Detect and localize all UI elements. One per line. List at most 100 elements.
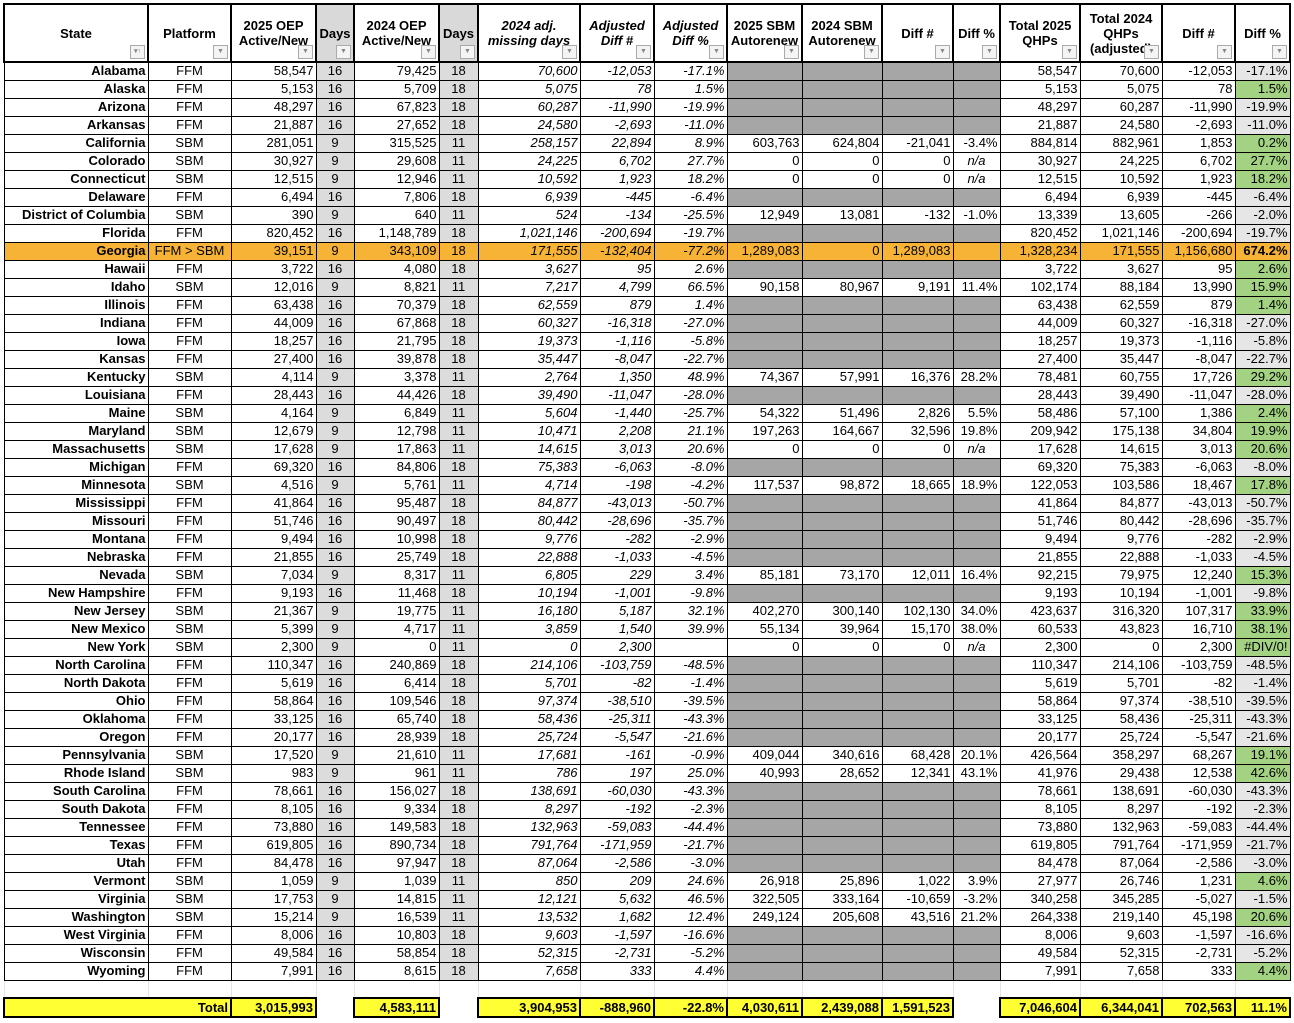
cell-total-diff-pct[interactable]: -43.3% — [1234, 709, 1291, 729]
cell-total-qhp-2025[interactable]: 5,153 — [999, 79, 1081, 99]
cell-total-qhp-2024[interactable]: 70,600 — [1079, 61, 1163, 81]
cell-state[interactable]: Texas — [3, 835, 149, 855]
cell-total-qhp-2025[interactable]: 60,533 — [999, 619, 1081, 639]
cell-total-diff-pct[interactable]: -4.5% — [1234, 547, 1291, 567]
cell-total-qhp-2025[interactable]: 209,942 — [999, 421, 1081, 441]
cell-oep-2025[interactable]: 18,257 — [230, 331, 317, 351]
cell-total-diff-num[interactable]: -266 — [1161, 205, 1236, 225]
cell-sbm-autorenew-2025[interactable] — [726, 115, 803, 135]
cell-oep-2024[interactable]: 29,608 — [353, 151, 440, 171]
cell-total-diff-num[interactable]: 6,702 — [1161, 151, 1236, 171]
total-oep-2024[interactable]: 4,583,111 — [353, 997, 440, 1018]
cell-oep-2025[interactable]: 20,177 — [230, 727, 317, 747]
cell-total-diff-num[interactable]: 107,317 — [1161, 601, 1236, 621]
cell-sbm-autorenew-2025[interactable] — [726, 583, 803, 603]
cell-oep-2024[interactable]: 10,998 — [353, 529, 440, 549]
cell-total-qhp-2025[interactable]: 51,746 — [999, 511, 1081, 531]
cell-sbm-diff-num[interactable]: -10,659 — [881, 889, 954, 909]
cell-state[interactable]: Connecticut — [3, 169, 149, 189]
cell-adj-missing-days[interactable]: 10,471 — [477, 421, 581, 441]
cell-sbm-diff-num[interactable] — [881, 187, 954, 207]
cell-state[interactable]: Michigan — [3, 457, 149, 477]
cell-days-2025[interactable]: 9 — [315, 907, 355, 927]
cell-adj-missing-days[interactable]: 9,603 — [477, 925, 581, 945]
cell-state[interactable]: Kentucky — [3, 367, 149, 387]
cell-sbm-autorenew-2024[interactable]: 0 — [801, 151, 883, 171]
cell-adj-diff-num[interactable]: -60,030 — [579, 781, 655, 801]
cell-total-qhp-2025[interactable]: 27,400 — [999, 349, 1081, 369]
cell-sbm-autorenew-2025[interactable]: 12,949 — [726, 205, 803, 225]
cell-oep-2025[interactable]: 9,193 — [230, 583, 317, 603]
cell-days-2025[interactable]: 16 — [315, 853, 355, 873]
cell-sbm-diff-pct[interactable] — [952, 313, 1001, 333]
cell-platform[interactable]: SBM — [147, 151, 232, 171]
cell-platform[interactable]: FFM — [147, 673, 232, 693]
cell-days-2024[interactable]: 18 — [438, 241, 479, 261]
cell-total-diff-num[interactable]: -2,586 — [1161, 853, 1236, 873]
cell-days-2024[interactable]: 18 — [438, 529, 479, 549]
cell-platform[interactable]: SBM — [147, 475, 232, 495]
cell-adj-diff-num[interactable]: -16,318 — [579, 313, 655, 333]
cell-total-diff-pct[interactable]: 674.2% — [1234, 241, 1291, 261]
cell-adj-missing-days[interactable]: 850 — [477, 871, 581, 891]
cell-sbm-autorenew-2025[interactable] — [726, 385, 803, 405]
cell-days-2025[interactable]: 16 — [315, 187, 355, 207]
cell-adj-missing-days[interactable]: 24,225 — [477, 151, 581, 171]
empty-cell[interactable] — [881, 980, 953, 998]
cell-sbm-autorenew-2024[interactable] — [801, 835, 883, 855]
cell-sbm-diff-num[interactable]: 12,011 — [881, 565, 954, 585]
cell-days-2024[interactable]: 18 — [438, 817, 479, 837]
cell-oep-2024[interactable]: 8,317 — [353, 565, 440, 585]
cell-total-diff-pct[interactable]: -44.4% — [1234, 817, 1291, 837]
cell-sbm-autorenew-2024[interactable] — [801, 79, 883, 99]
cell-oep-2025[interactable]: 12,016 — [230, 277, 317, 297]
cell-total-diff-num[interactable]: 16,710 — [1161, 619, 1236, 639]
cell-adj-missing-days[interactable]: 52,315 — [477, 943, 581, 963]
cell-total-diff-num[interactable]: -171,959 — [1161, 835, 1236, 855]
cell-sbm-diff-num[interactable]: 32,596 — [881, 421, 954, 441]
cell-sbm-diff-num[interactable] — [881, 943, 954, 963]
cell-state[interactable]: Idaho — [3, 277, 149, 297]
cell-adj-missing-days[interactable]: 39,490 — [477, 385, 581, 405]
cell-sbm-autorenew-2025[interactable] — [726, 61, 803, 81]
cell-oep-2025[interactable]: 21,887 — [230, 115, 317, 135]
cell-adj-missing-days[interactable]: 70,600 — [477, 61, 581, 81]
cell-sbm-autorenew-2025[interactable]: 90,158 — [726, 277, 803, 297]
cell-days-2024[interactable]: 18 — [438, 511, 479, 531]
cell-adj-diff-num[interactable]: 1,682 — [579, 907, 655, 927]
cell-days-2025[interactable]: 9 — [315, 439, 355, 459]
cell-total-diff-pct[interactable]: 15.9% — [1234, 277, 1291, 297]
empty-cell[interactable] — [3, 980, 148, 998]
cell-sbm-diff-num[interactable] — [881, 655, 954, 675]
cell-total-qhp-2025[interactable]: 820,452 — [999, 223, 1081, 243]
cell-oep-2025[interactable]: 281,051 — [230, 133, 317, 153]
cell-oep-2024[interactable]: 12,798 — [353, 421, 440, 441]
cell-sbm-diff-pct[interactable]: -1.0% — [952, 205, 1001, 225]
empty-cell[interactable] — [147, 980, 231, 998]
cell-sbm-autorenew-2024[interactable]: 624,804 — [801, 133, 883, 153]
cell-sbm-autorenew-2025[interactable]: 0 — [726, 151, 803, 171]
cell-sbm-diff-pct[interactable] — [952, 259, 1001, 279]
empty-cell[interactable] — [1079, 980, 1162, 998]
cell-sbm-diff-pct[interactable]: n/a — [952, 151, 1001, 171]
cell-sbm-diff-pct[interactable] — [952, 223, 1001, 243]
cell-adj-missing-days[interactable]: 10,592 — [477, 169, 581, 189]
cell-state[interactable]: Oregon — [3, 727, 149, 747]
cell-adj-missing-days[interactable]: 60,327 — [477, 313, 581, 333]
cell-state[interactable]: Virginia — [3, 889, 149, 909]
cell-total-qhp-2024[interactable]: 39,490 — [1079, 385, 1163, 405]
cell-platform[interactable]: SBM — [147, 403, 232, 423]
cell-days-2025[interactable]: 16 — [315, 835, 355, 855]
cell-state[interactable]: North Carolina — [3, 655, 149, 675]
cell-sbm-autorenew-2024[interactable] — [801, 727, 883, 747]
cell-days-2025[interactable]: 16 — [315, 817, 355, 837]
cell-total-diff-num[interactable]: -12,053 — [1161, 61, 1236, 81]
cell-oep-2024[interactable]: 67,823 — [353, 97, 440, 117]
cell-total-qhp-2025[interactable]: 340,258 — [999, 889, 1081, 909]
cell-oep-2025[interactable]: 5,399 — [230, 619, 317, 639]
cell-days-2024[interactable]: 18 — [438, 691, 479, 711]
cell-sbm-diff-num[interactable] — [881, 493, 954, 513]
cell-days-2025[interactable]: 16 — [315, 295, 355, 315]
filter-dropdown-icon[interactable]: ▼ — [982, 45, 997, 59]
cell-total-diff-num[interactable]: 34,804 — [1161, 421, 1236, 441]
